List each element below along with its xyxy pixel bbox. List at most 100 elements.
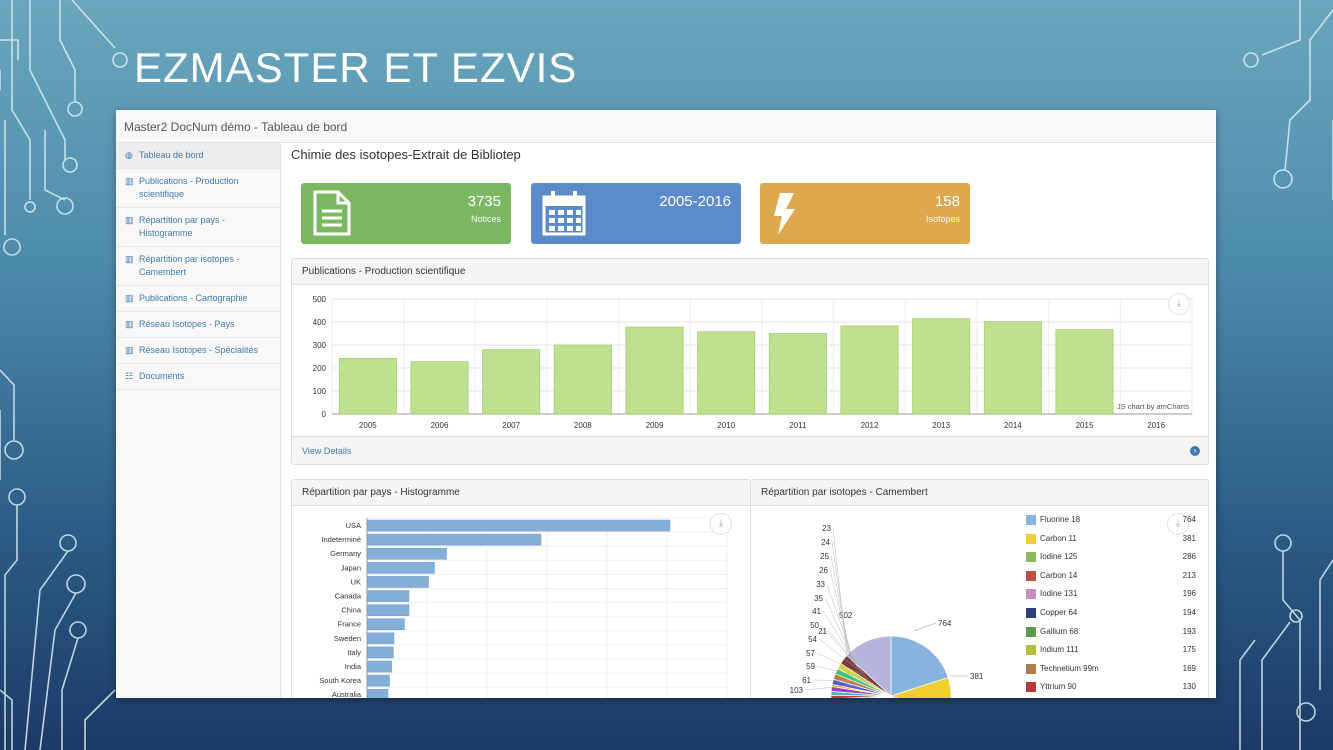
sidebar-item-label: Réseau Isotopes - Pays — [139, 319, 235, 329]
legend-item[interactable]: Carbon 14 213 — [1026, 570, 1196, 584]
sidebar-item-documents[interactable]: ☷ Documents — [116, 364, 280, 390]
panel-footer: View Details › — [292, 436, 1208, 464]
pie-label: 103 — [790, 686, 804, 695]
sidebar-item-label: Tableau de bord — [139, 150, 204, 160]
x-tick-label: 2014 — [1004, 421, 1022, 430]
panel-title: Publications - Production scientifique — [292, 259, 1208, 285]
legend-value: 764 — [1182, 515, 1196, 524]
dashboard-icon: ◍ — [125, 150, 133, 160]
bar-2014 — [983, 321, 1042, 415]
sidebar-item-dashboard[interactable]: ◍ Tableau de bord — [116, 143, 280, 169]
amcharts-credit: JS chart by amCharts — [1117, 402, 1189, 411]
stat-card-isotopes[interactable]: 158 Isotopes — [760, 183, 970, 244]
panel-title: Répartition par isotopes - Camembert — [751, 480, 1208, 506]
y-tick-label: Italy — [347, 648, 361, 657]
bar-2015 — [1055, 329, 1114, 415]
pie-label: 61 — [802, 676, 811, 685]
pie-leader — [816, 652, 868, 678]
x-tick-label: 2007 — [502, 421, 520, 430]
legend-item[interactable]: Technetium 99m 169 — [1026, 663, 1196, 677]
legend-item[interactable]: Copper 64 194 — [1026, 607, 1196, 621]
bar-2006 — [410, 361, 469, 415]
pie-leader — [913, 622, 937, 632]
sidebar-item-network-countries[interactable]: ▥ Réseau Isotopes - Pays — [116, 312, 280, 338]
legend-label: Copper 64 — [1040, 608, 1078, 617]
bar-australia — [366, 688, 389, 698]
bar-france — [366, 618, 405, 631]
sidebar: ◍ Tableau de bord ▥ Publications - Produ… — [116, 143, 281, 698]
sidebar-item-network-specialties[interactable]: ▥ Réseau Isotopes - Spécialités — [116, 338, 280, 364]
legend-swatch — [1026, 533, 1036, 544]
legend-swatch — [1026, 645, 1036, 656]
bar-2010 — [697, 331, 756, 415]
x-tick-label: 2016 — [1147, 421, 1165, 430]
pie-leader — [804, 682, 874, 691]
publications-chart: 0 100 200 300 400 500 2005 2006 2007 2008 2009 2010… — [313, 295, 1193, 430]
legend-item[interactable]: Iodine 131 196 — [1026, 588, 1196, 602]
bar-chart-icon: ▥ — [125, 176, 134, 186]
sidebar-item-publications[interactable]: ▥ Publications - Production scientifique — [116, 169, 280, 208]
sidebar-item-label: Réseau Isotopes - Spécialités — [139, 345, 259, 355]
sidebar-item-isotopes[interactable]: ▥ Répartition par isotopes - Camembert — [116, 247, 280, 286]
app-title[interactable]: Master2 DocNum démo - Tableau de bord — [124, 120, 348, 134]
pie-leader — [818, 638, 866, 676]
pie-label: 26 — [819, 566, 828, 575]
legend-item[interactable]: Fluorine 18 764 — [1026, 514, 1196, 528]
pie-label: 24 — [821, 538, 830, 547]
bar-uk — [366, 576, 429, 588]
pie-legend: Fluorine 18 764 Carbon 11 381 Iodine 125 286 C… — [1026, 514, 1196, 698]
legend-label: Yttrium 90 — [1040, 682, 1077, 692]
stat-label: Notices — [470, 214, 501, 224]
view-details-link[interactable]: View Details — [302, 446, 352, 456]
sidebar-item-label: Publications - Production scientifique — [139, 176, 239, 199]
pie-leader — [824, 597, 858, 668]
bolt-icon — [774, 193, 795, 235]
legend-item[interactable]: Carbon 11 381 — [1026, 533, 1196, 547]
arrow-circle-right-icon[interactable]: › — [1190, 446, 1200, 456]
pie-leader — [828, 630, 864, 674]
sidebar-item-map[interactable]: ▥ Publications - Cartographie — [116, 286, 280, 312]
x-tick-label: 2015 — [1076, 421, 1094, 430]
pie-leader — [831, 541, 850, 660]
pie-slice — [842, 695, 892, 698]
dashboard-screenshot: Master2 DocNum démo - Tableau de bord ◍ … — [116, 110, 1216, 698]
bar-2013 — [912, 318, 971, 415]
sidebar-item-label: Répartition par isotopes - Camembert — [139, 254, 240, 277]
legend-swatch — [1026, 552, 1036, 563]
stat-card-notices[interactable]: 3735 Notices — [301, 183, 511, 244]
sidebar-item-label: Documents — [139, 371, 185, 381]
bar-italy — [366, 646, 394, 659]
bar-south-korea — [366, 674, 390, 687]
download-icon[interactable]: ⤓ — [1167, 513, 1189, 535]
bar-2008 — [553, 344, 612, 415]
pie-slice — [889, 677, 952, 698]
bar-2005 — [338, 358, 397, 415]
legend-swatch — [1026, 663, 1036, 674]
main-content: Chimie des isotopes-Extrait de Bibliotep… — [281, 143, 1216, 698]
bar-chart-icon: ▥ — [125, 215, 134, 225]
y-tick-label: China — [341, 606, 361, 615]
legend-label: Carbon 11 — [1040, 533, 1077, 543]
legend-item[interactable]: Gallium 68 193 — [1026, 626, 1196, 640]
download-icon[interactable]: ⤓ — [1168, 293, 1190, 315]
legend-item[interactable]: Indium 111 175 — [1026, 644, 1196, 658]
legend-swatch — [1026, 608, 1036, 618]
app-topbar: Master2 DocNum démo - Tableau de bord — [116, 110, 1216, 143]
legend-value: 286 — [1182, 552, 1196, 562]
legend-label: Iodine 131 — [1040, 589, 1078, 599]
pie-label: 33 — [816, 580, 825, 589]
pie-label: 50 — [810, 621, 819, 630]
stat-card-years[interactable]: 2005-2016 — [531, 183, 741, 244]
legend-value: 196 — [1182, 589, 1196, 599]
bar-canada — [366, 590, 410, 602]
y-tick-label: 500 — [313, 295, 327, 304]
pie-label: 381 — [970, 672, 984, 681]
x-tick-label: 2011 — [789, 421, 807, 430]
legend-item[interactable]: Iodine 125 286 — [1026, 551, 1196, 565]
download-icon[interactable]: ⤓ — [710, 513, 732, 535]
legend-value: 130 — [1182, 682, 1196, 692]
legend-item[interactable]: Yttrium 90 130 — [1026, 681, 1196, 695]
y-tick-label: Australia — [332, 690, 362, 698]
sidebar-item-countries[interactable]: ▥ Répartition par pays - Histogramme — [116, 208, 280, 247]
pie-leader — [829, 569, 854, 664]
